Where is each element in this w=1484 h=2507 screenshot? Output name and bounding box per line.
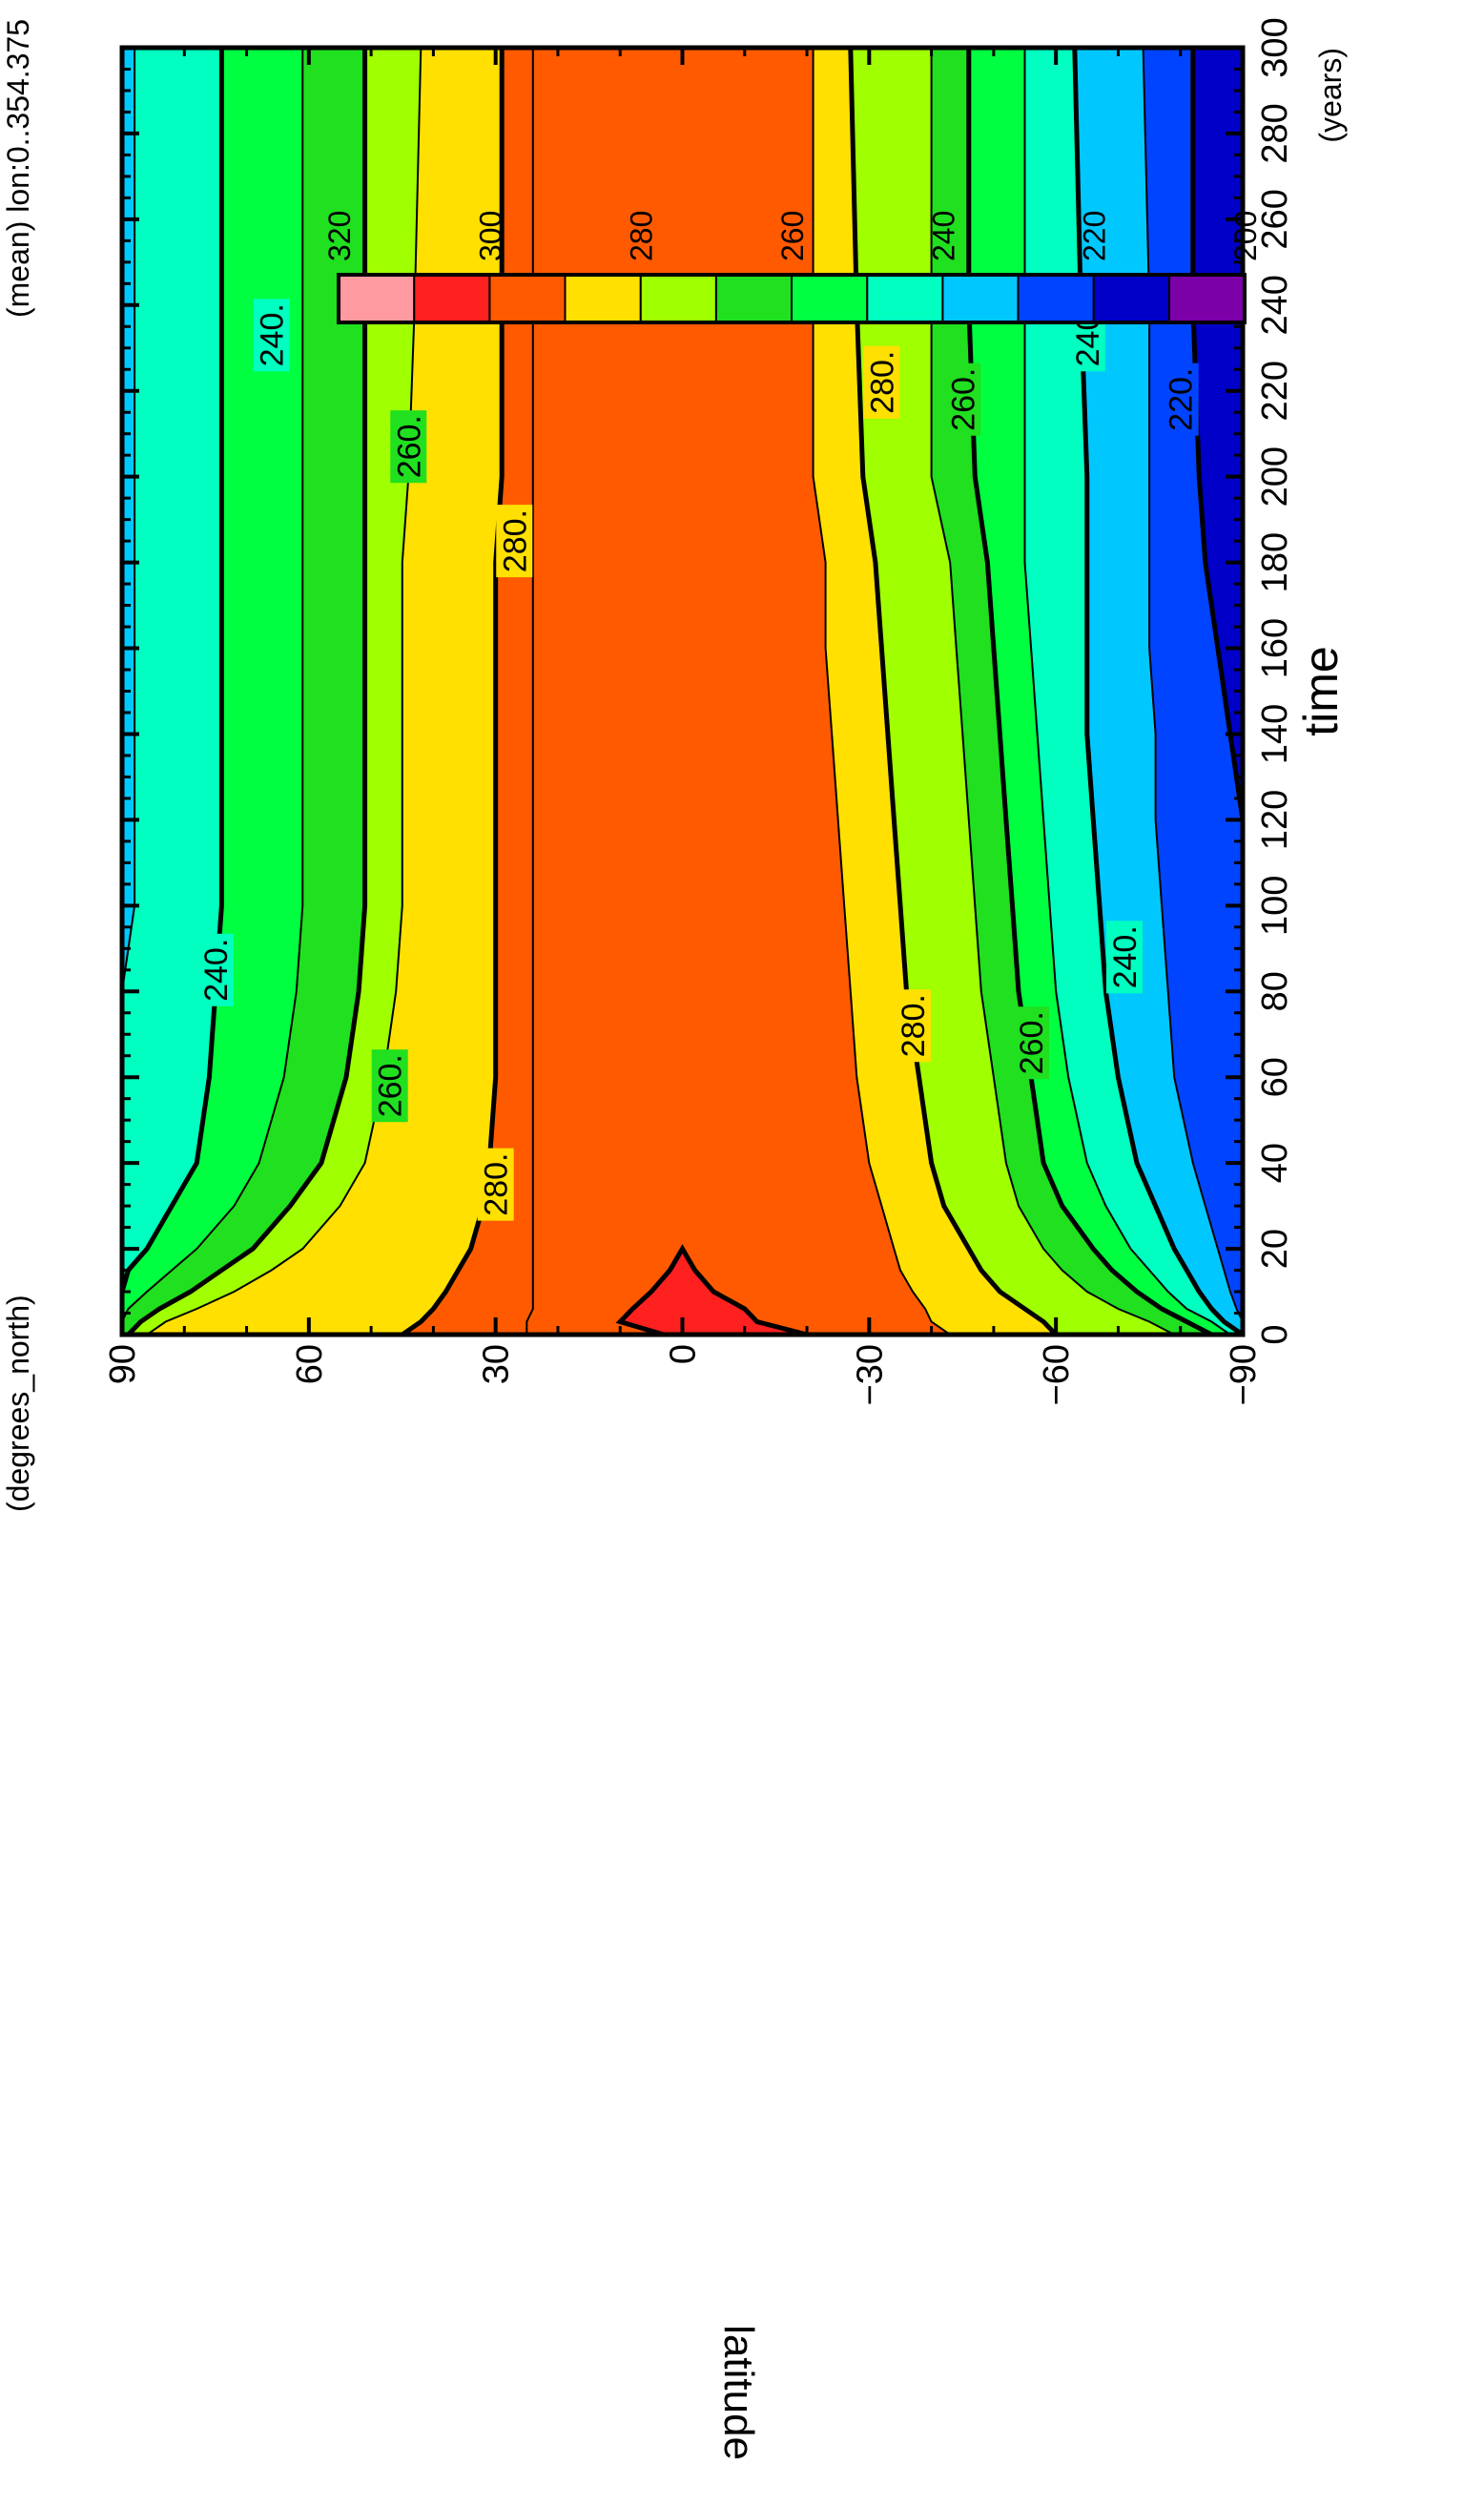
x-tick-label: 20 — [1255, 1229, 1295, 1269]
x-tick-label: 60 — [1255, 1057, 1295, 1097]
contour-label-bg — [390, 410, 427, 484]
contour-south-250 — [1023, 48, 1231, 1336]
y-tick-label: −60 — [1037, 1344, 1077, 1405]
contour-label-bg — [371, 1049, 408, 1123]
y-tick-label: 0 — [664, 1344, 704, 1364]
colorbar-tick-label: 260 — [775, 211, 810, 261]
contour-label-bg — [895, 989, 932, 1063]
contour-south-290 — [812, 48, 951, 1336]
colorbar-swatch — [941, 274, 1020, 323]
band-north-240 — [122, 48, 222, 1335]
x-tick-label: 140 — [1255, 704, 1295, 764]
x-tick-label: 260 — [1255, 189, 1295, 249]
contour-label-bg — [477, 1148, 514, 1221]
colorbar-tick-label: 220 — [1078, 211, 1112, 261]
contour-label: 280. — [896, 994, 932, 1057]
x-tick-label: 120 — [1255, 790, 1295, 850]
colorbar-swatch — [639, 274, 717, 323]
x-tick-label: 280 — [1255, 103, 1295, 163]
y-axis: 90 60 30 0 −30 −60 −90 — [103, 48, 1264, 1405]
contour-label: 240. — [255, 303, 291, 366]
colorbar-swatch — [1017, 274, 1095, 323]
contour-fill-layer — [122, 48, 1243, 1335]
x-tick-label: 0 — [1255, 1324, 1295, 1344]
x-tick-label: 200 — [1255, 446, 1295, 507]
y-axis-units: (degrees_north) — [1, 1295, 35, 1512]
contour-north-260 — [126, 48, 368, 1336]
colorbar-swatch — [1167, 274, 1247, 323]
colorbar-frame — [337, 273, 1247, 324]
x-tick-label: 100 — [1255, 876, 1295, 936]
contour-label-bg — [496, 505, 533, 578]
contour-label-bg — [944, 363, 981, 436]
contour-label: 280. — [497, 509, 533, 572]
contour-label-bg — [1105, 921, 1143, 994]
colorbar-tick-label: 280 — [625, 211, 659, 261]
x-tick-label: 160 — [1255, 618, 1295, 678]
contour-north-290 — [526, 48, 534, 1335]
contour-north-270 — [146, 47, 423, 1336]
contour-label-bg — [1162, 363, 1199, 436]
colorbar-swatch — [413, 274, 491, 323]
x-tick-label: 180 — [1255, 532, 1295, 592]
contour-south-270 — [930, 48, 1175, 1336]
domain-mean-label: (mean) lon:0..354.375 — [1, 19, 35, 318]
y-tick-label: 30 — [477, 1344, 517, 1384]
x-axis-units: (years) — [1313, 48, 1348, 143]
y-axis-label: latitude — [715, 2325, 762, 2460]
colorbar-tick-label: 200 — [1228, 211, 1263, 261]
x-tick-label: 220 — [1255, 361, 1295, 421]
contour-label-bg — [253, 299, 290, 372]
colorbar: 200 220 240 260 280 300 320 — [322, 211, 1263, 324]
x-tick-label: 80 — [1255, 971, 1295, 1011]
colorbar-swatch — [564, 274, 642, 323]
colorbar-swatch — [488, 274, 567, 323]
contour-label: 260. — [373, 1054, 409, 1117]
contour-label: 240. — [1107, 925, 1144, 988]
y-tick-label: 90 — [103, 1344, 143, 1384]
contour-label: 260. — [391, 415, 427, 478]
contour-label-bg — [196, 933, 234, 1006]
contour-north-250 — [121, 48, 304, 1335]
colorbar-swatch — [338, 274, 416, 323]
contour-label-bg — [863, 345, 900, 419]
x-tick-label: 300 — [1255, 17, 1295, 77]
colorbar-tick-label: 300 — [473, 211, 507, 261]
colorbar-swatch — [1092, 274, 1170, 323]
band-south-220 — [1192, 48, 1243, 1335]
colorbar-swatch — [791, 274, 869, 323]
contour-label-bg — [1013, 1006, 1050, 1080]
y-tick-label: −30 — [850, 1344, 890, 1405]
contour-label: 220. — [1164, 368, 1200, 431]
contour-300 — [615, 1244, 808, 1337]
colorbar-tick-label: 320 — [322, 211, 357, 261]
contour-label: 240. — [198, 939, 235, 1002]
x-tick-label: 240 — [1255, 275, 1295, 335]
contour-label: 280. — [479, 1153, 515, 1216]
contour-label: 260. — [1014, 1011, 1050, 1074]
contour-label: 280. — [864, 351, 900, 414]
contour-south-240 — [1072, 47, 1245, 1337]
colorbar-swatch — [714, 274, 793, 323]
x-axis-label: time — [1294, 646, 1348, 736]
colorbar-tick-label: 240 — [926, 211, 960, 261]
colorbar-swatch — [866, 274, 944, 323]
y-tick-label: −90 — [1224, 1344, 1264, 1405]
x-axis: 0 20 40 60 80 100 120 140 160 180 200 220 240 260 280 3… — [122, 17, 1295, 1345]
contour-south-230 — [1142, 47, 1244, 1335]
contour-label: 260. — [945, 368, 981, 431]
y-tick-label: 60 — [290, 1344, 330, 1384]
x-tick-label: 40 — [1255, 1143, 1295, 1183]
